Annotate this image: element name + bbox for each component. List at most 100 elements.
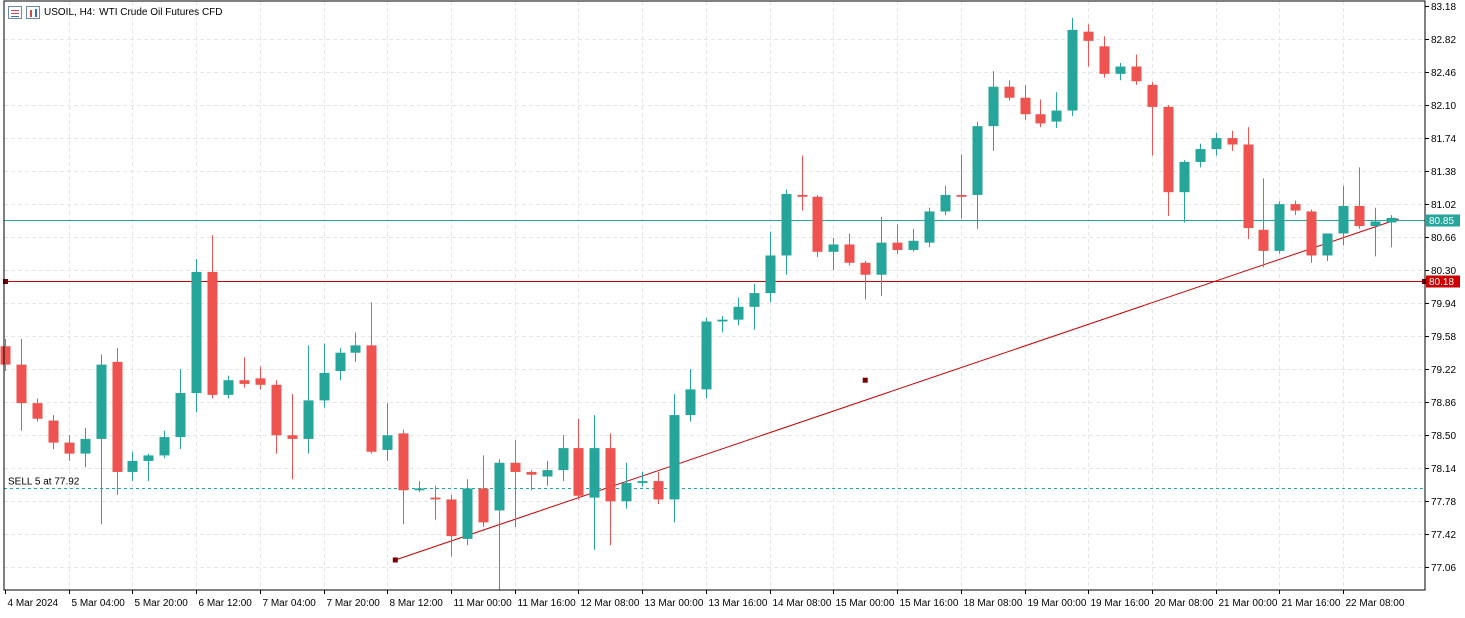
candle[interactable] (765, 231, 776, 303)
trendline-handle[interactable] (392, 557, 398, 563)
candle[interactable] (1227, 130, 1238, 151)
trendline[interactable] (395, 218, 1400, 561)
candle[interactable] (0, 338, 11, 372)
candle[interactable] (589, 415, 600, 550)
candle[interactable] (239, 357, 250, 388)
candle[interactable] (366, 302, 377, 454)
candle[interactable] (1195, 143, 1206, 168)
candle[interactable] (175, 369, 186, 450)
candle[interactable] (478, 455, 489, 527)
candle[interactable] (350, 332, 361, 362)
candle[interactable] (797, 155, 808, 211)
candle[interactable] (430, 485, 441, 520)
candle[interactable] (143, 453, 154, 482)
candle[interactable] (1035, 99, 1046, 128)
candle[interactable] (382, 403, 393, 461)
candle[interactable] (1258, 178, 1269, 268)
candle[interactable] (223, 375, 234, 399)
candle[interactable] (1306, 209, 1317, 263)
candle[interactable] (621, 462, 632, 509)
candle[interactable] (32, 398, 43, 422)
candle[interactable] (526, 470, 537, 491)
list-icon[interactable] (8, 5, 22, 19)
candle[interactable] (573, 418, 584, 500)
candle[interactable] (1243, 127, 1254, 239)
candle[interactable] (940, 185, 951, 216)
candle[interactable] (335, 348, 346, 381)
candle[interactable] (1131, 54, 1142, 85)
candle[interactable] (781, 189, 792, 275)
x-tick-label: 15 Mar 16:00 (900, 598, 959, 609)
candle[interactable] (16, 338, 27, 431)
candle[interactable] (637, 471, 648, 487)
candle[interactable] (1004, 80, 1015, 101)
candle[interactable] (1386, 215, 1397, 248)
candle[interactable] (717, 316, 728, 333)
candle[interactable] (908, 228, 919, 252)
candle[interactable] (1115, 62, 1126, 81)
candle[interactable] (892, 224, 903, 254)
candle[interactable] (1083, 24, 1094, 67)
candle[interactable] (127, 451, 138, 482)
candle[interactable] (112, 348, 123, 495)
candle[interactable] (1290, 200, 1301, 216)
candle[interactable] (653, 471, 664, 505)
candle[interactable] (287, 393, 298, 480)
candle[interactable] (414, 481, 425, 493)
candle[interactable] (1211, 132, 1222, 156)
candle[interactable] (319, 343, 330, 408)
candle[interactable] (191, 259, 202, 413)
candle[interactable] (956, 154, 967, 219)
candle[interactable] (494, 459, 505, 590)
candle[interactable] (1274, 201, 1285, 254)
candle[interactable] (80, 427, 91, 468)
candle[interactable] (701, 317, 712, 399)
candle-body (319, 372, 330, 401)
candle[interactable] (1354, 167, 1365, 229)
candle[interactable] (255, 366, 266, 390)
candle[interactable] (207, 235, 218, 399)
candle[interactable] (924, 207, 935, 248)
candle[interactable] (462, 479, 473, 546)
candle[interactable] (542, 460, 553, 486)
candle[interactable] (64, 435, 75, 461)
candle-body (494, 462, 505, 511)
candle[interactable] (844, 233, 855, 266)
candle[interactable] (972, 121, 983, 229)
candle[interactable] (828, 238, 839, 271)
candle[interactable] (669, 393, 680, 523)
y-tick-label: 82.10 (1431, 101, 1456, 112)
candle[interactable] (1322, 233, 1333, 261)
trendline-handle[interactable] (862, 377, 868, 383)
candle[interactable] (860, 260, 871, 300)
candle[interactable] (48, 415, 59, 450)
candle[interactable] (1179, 160, 1190, 223)
candle[interactable] (1338, 185, 1349, 246)
candle[interactable] (1067, 17, 1078, 117)
candle[interactable] (1163, 105, 1174, 217)
candle[interactable] (398, 429, 409, 525)
candle[interactable] (558, 435, 569, 482)
level-handle-left[interactable] (3, 279, 8, 284)
candle[interactable] (446, 494, 457, 557)
candle[interactable] (685, 369, 696, 422)
candle[interactable] (733, 297, 744, 326)
bar-chart-icon[interactable] (26, 5, 40, 19)
candle[interactable] (1020, 84, 1031, 120)
candle[interactable] (1051, 92, 1062, 128)
candle[interactable] (749, 283, 760, 330)
candle[interactable] (812, 194, 823, 258)
candle[interactable] (605, 433, 616, 546)
candle[interactable] (271, 380, 282, 454)
candle[interactable] (1370, 207, 1381, 257)
candle[interactable] (1099, 36, 1110, 78)
candle[interactable] (96, 354, 107, 525)
candle[interactable] (876, 216, 887, 296)
candle[interactable] (1147, 82, 1158, 156)
candle[interactable] (510, 439, 521, 527)
candle[interactable] (159, 430, 170, 459)
candle[interactable] (303, 345, 314, 454)
candle[interactable] (988, 71, 999, 151)
